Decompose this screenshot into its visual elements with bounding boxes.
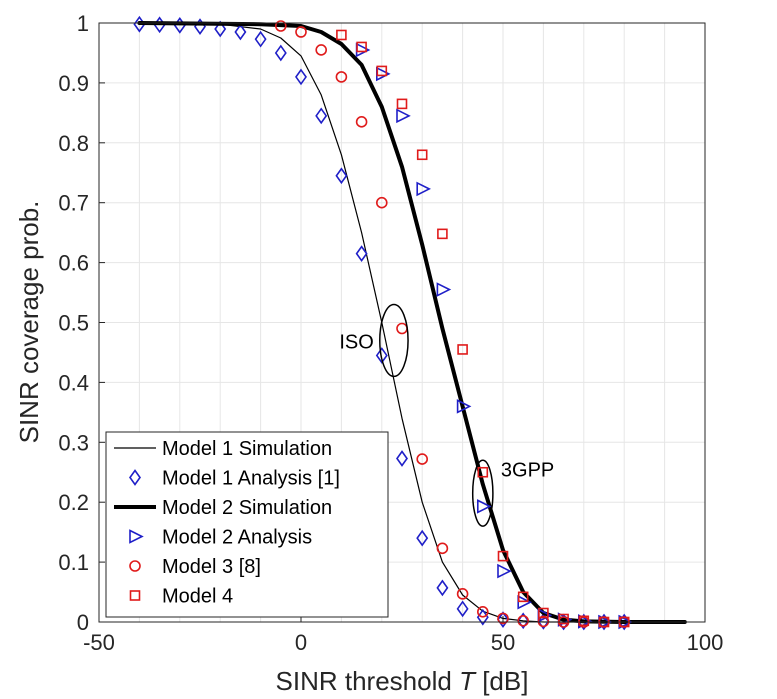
data-point [497,611,509,628]
data-point [517,615,530,627]
data-point [416,529,429,547]
data-point [396,450,408,467]
data-point [476,606,489,618]
y-axis-label: SINR coverage prob. [14,201,44,444]
y-tick-label: 0.6 [58,251,89,276]
legend-label: Model 4 [162,586,233,608]
data-point [416,181,431,197]
data-point [436,579,449,597]
data-point [497,550,509,562]
x-tick-label: -50 [83,630,115,655]
data-point [214,20,227,38]
data-point [234,23,247,41]
y-tick-label: 0.2 [58,490,89,515]
data-point [375,347,388,364]
data-point [355,245,368,262]
data-point [477,499,492,514]
data-point [335,71,348,83]
legend-label: Model 1 Simulation [162,438,332,460]
data-point [457,344,468,355]
y-tick-label: 0.7 [58,191,89,216]
legend-label: Model 2 Simulation [162,497,332,519]
data-point [355,116,368,128]
data-point [295,68,307,86]
data-point [396,98,408,110]
data-point [517,594,532,610]
legend-swatch [129,529,144,544]
grid [98,22,706,623]
data-point [416,149,428,161]
y-tick-label: 1 [77,11,89,36]
data-point [375,196,388,209]
x-tick-label: 100 [687,630,724,655]
data-point [315,44,328,56]
data-point [497,612,509,625]
x-tick-label: 0 [295,630,307,655]
series-line [137,21,687,624]
y-tick-label: 0 [77,610,89,635]
x-axis-label-unit: [dB] [482,666,528,696]
data-point [517,612,530,630]
data-point [477,466,489,478]
y-tick-label: 0.8 [58,131,89,156]
data-point [315,107,328,125]
data-point [456,600,469,618]
y-tick-label: 0.3 [58,430,89,455]
y-tick-label: 0.1 [58,550,89,575]
y-tick-label: 0.5 [58,311,89,336]
data-point [356,41,367,53]
data-point [436,282,452,297]
data-point [254,30,267,48]
data-point [396,108,411,124]
annotation-3gpp: 3GPP [501,459,554,481]
data-point [537,613,550,630]
plot-frame [98,22,706,623]
data-point [376,65,388,77]
data-point [336,29,347,41]
data-point [558,613,569,625]
x-tick-label: 50 [491,630,515,655]
legend-box [105,431,389,618]
x-ticks: -50 0 50 100 [83,616,723,655]
data-point [537,615,550,628]
data-point [538,607,549,619]
legend-swatch [129,590,141,601]
series-3 [137,21,687,624]
legend-swatch [129,560,141,572]
data-point [517,591,529,603]
data-point [416,453,429,465]
data-point [335,167,348,185]
data-point [274,20,287,32]
y-tick-label: 0.4 [58,370,89,395]
annotation-ellipse [379,303,409,378]
legend-swatch [129,469,141,486]
data-point [578,615,590,627]
data-point [274,44,287,62]
x-axis-label: SINR threshold T [dB] [276,666,529,696]
data-point [437,228,448,240]
data-point [295,26,307,38]
data-point [436,542,449,555]
legend: Model 1 Simulation Model 1 Analysis [1] Mo… [105,431,389,618]
data-point [497,563,512,579]
annotations: ISO 3GPP [339,303,554,527]
legend-label: Model 2 Analysis [162,527,312,549]
y-ticks: 0 0.1 0.2 0.3 0.4 0.5 0.6 0.7 0.8 0.9 1 [58,11,105,635]
annotation-ellipse [471,459,494,527]
legend-label: Model 3 [8] [162,556,261,578]
legend-label: Model 1 Analysis [1] [162,468,340,490]
data-point [456,588,469,600]
data-point [456,399,472,414]
x-axis-label-symbol: T [459,666,477,696]
y-tick-label: 0.9 [58,71,89,96]
annotation-iso: ISO [339,331,373,353]
x-axis-label-text: SINR threshold [276,666,452,696]
